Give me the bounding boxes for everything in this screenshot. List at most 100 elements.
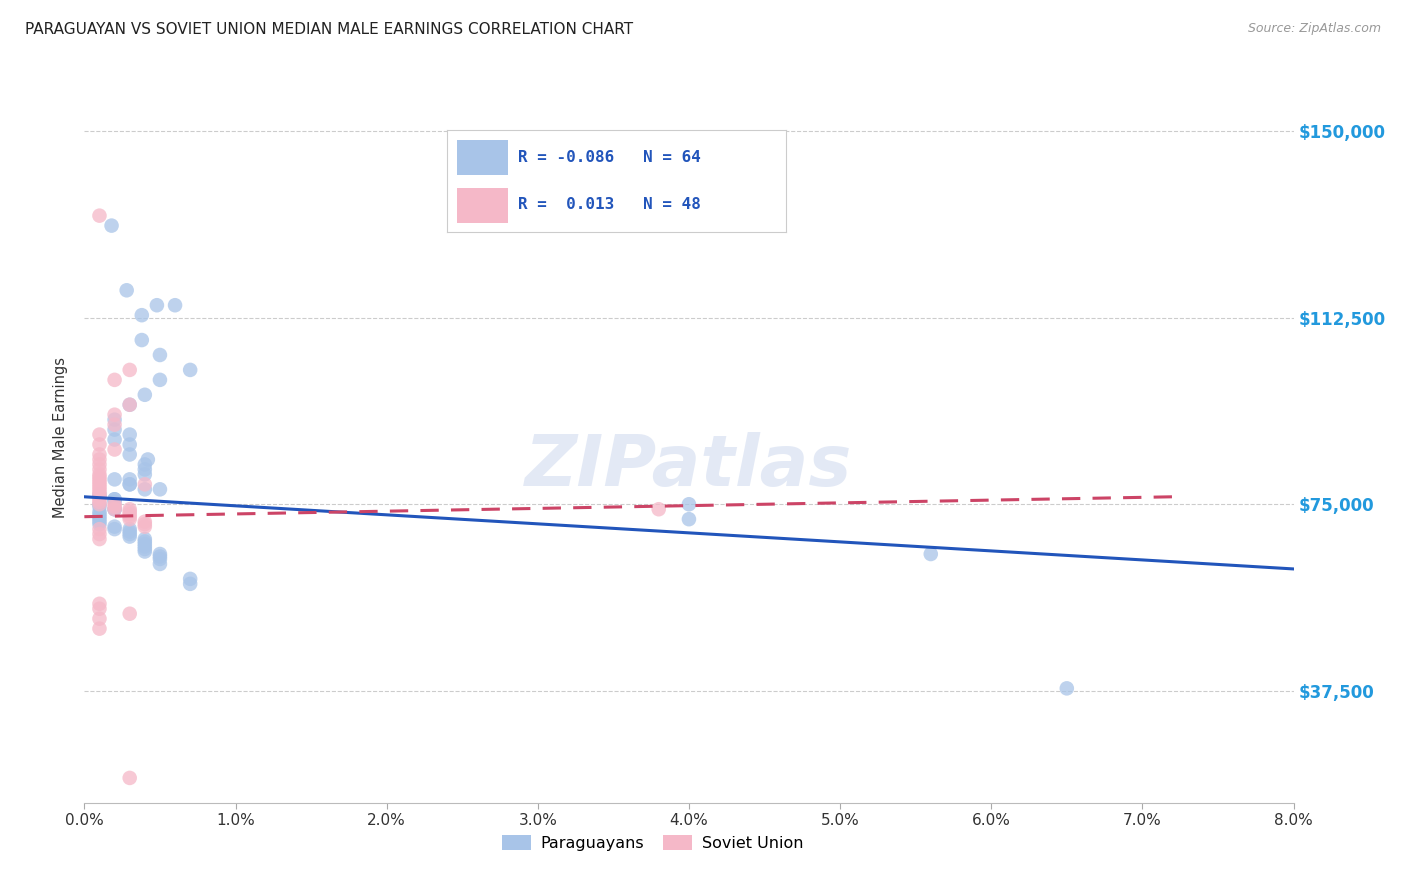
Point [118, 509, 141, 524]
Point [104, 417, 127, 432]
Point [89, 427, 111, 442]
Point [89, 458, 111, 472]
Point [118, 607, 141, 621]
Point [89, 500, 111, 514]
Point [89, 475, 111, 489]
Point [89, 522, 111, 536]
Point [118, 524, 141, 539]
Point [89, 492, 111, 507]
Point [89, 483, 111, 497]
Point [131, 308, 153, 322]
Point [89, 515, 111, 529]
Point [149, 549, 172, 564]
Point [89, 490, 111, 504]
Point [118, 522, 141, 536]
Point [100, 219, 122, 233]
Point [678, 512, 700, 526]
Point [118, 437, 141, 451]
Point [89, 497, 111, 511]
Point [89, 448, 111, 462]
Point [118, 472, 141, 486]
Point [149, 348, 172, 362]
Point [89, 209, 111, 223]
Point [89, 505, 111, 519]
Point [134, 540, 156, 554]
Point [89, 497, 111, 511]
Point [89, 527, 111, 541]
Point [89, 467, 111, 482]
Point [134, 515, 156, 529]
Point [134, 458, 156, 472]
Point [89, 597, 111, 611]
Point [104, 519, 127, 533]
Point [89, 437, 111, 451]
Point [89, 532, 111, 546]
Point [678, 497, 700, 511]
Point [104, 492, 127, 507]
Point [118, 477, 141, 491]
Text: PARAGUAYAN VS SOVIET UNION MEDIAN MALE EARNINGS CORRELATION CHART: PARAGUAYAN VS SOVIET UNION MEDIAN MALE E… [25, 22, 634, 37]
Point [104, 497, 127, 511]
Point [179, 577, 201, 591]
Point [165, 298, 187, 312]
Point [118, 477, 141, 491]
Point [89, 612, 111, 626]
Point [89, 512, 111, 526]
Point [118, 507, 141, 521]
Point [118, 502, 141, 516]
Point [134, 534, 156, 549]
Point [89, 622, 111, 636]
Point [104, 472, 127, 486]
Point [118, 363, 141, 377]
Point [89, 470, 111, 484]
Point [118, 427, 141, 442]
Point [104, 492, 127, 507]
Point [118, 398, 141, 412]
Point [134, 388, 156, 402]
Point [131, 333, 153, 347]
Point [920, 547, 942, 561]
Point [104, 442, 127, 457]
Point [104, 373, 127, 387]
Legend: Paraguayans, Soviet Union: Paraguayans, Soviet Union [496, 828, 810, 857]
Point [136, 452, 159, 467]
Point [104, 433, 127, 447]
Point [89, 517, 111, 532]
Point [89, 484, 111, 499]
Text: ZIPatlas: ZIPatlas [526, 432, 852, 500]
Point [149, 547, 172, 561]
Point [118, 530, 141, 544]
Point [89, 495, 111, 509]
Point [134, 517, 156, 532]
Point [134, 544, 156, 558]
Point [134, 532, 156, 546]
Point [648, 502, 671, 516]
Point [179, 572, 201, 586]
Point [104, 495, 127, 509]
Point [104, 502, 127, 516]
Point [118, 398, 141, 412]
Point [118, 512, 141, 526]
Point [89, 507, 111, 521]
Point [149, 373, 172, 387]
Point [89, 480, 111, 494]
Point [89, 490, 111, 504]
Point [89, 487, 111, 501]
Point [89, 462, 111, 476]
Point [118, 771, 141, 785]
Point [104, 522, 127, 536]
Point [104, 500, 127, 514]
Y-axis label: Median Male Earnings: Median Male Earnings [53, 357, 69, 517]
Point [134, 537, 156, 551]
Point [1056, 681, 1078, 696]
Point [134, 542, 156, 557]
Point [134, 519, 156, 533]
Point [89, 601, 111, 615]
Point [89, 487, 111, 501]
Point [134, 467, 156, 482]
Text: Source: ZipAtlas.com: Source: ZipAtlas.com [1247, 22, 1381, 36]
Point [104, 502, 127, 516]
Point [89, 452, 111, 467]
Point [134, 477, 156, 491]
Point [149, 552, 172, 566]
